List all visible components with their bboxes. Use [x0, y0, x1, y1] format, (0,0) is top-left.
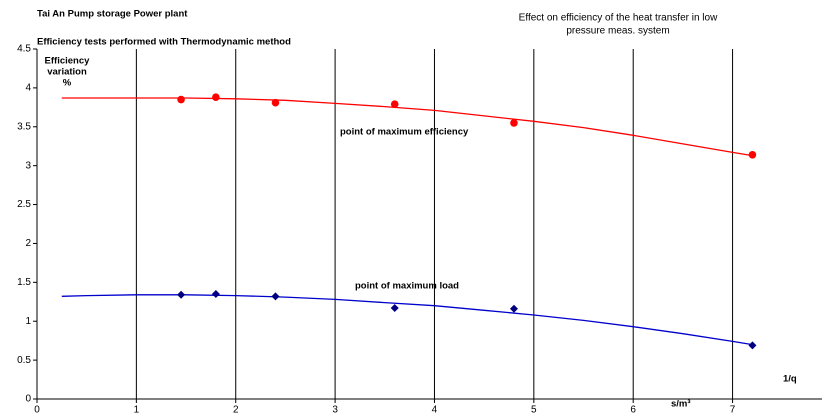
point [510, 119, 518, 127]
y-tick-label: 3.5 [17, 121, 31, 132]
x-tick-label: 3 [332, 405, 338, 416]
annotation: point of maximum load [355, 281, 459, 292]
point [748, 341, 757, 350]
right-title: pressure meas. system [566, 26, 669, 37]
y-tick-label: 2 [25, 238, 31, 249]
x-tick-label: 1 [134, 405, 140, 416]
y-tick-label: 1 [25, 316, 31, 327]
x-tick-label: 2 [233, 405, 239, 416]
annotation: point of maximum efficiency [340, 127, 469, 138]
y-label: % [63, 78, 72, 89]
x-label: 1/q [783, 374, 797, 385]
y-tick-label: 1.5 [17, 277, 31, 288]
chart-title: Tai An Pump storage Power plant [37, 9, 188, 20]
y-label: variation [47, 67, 87, 78]
y-tick-label: 0.5 [17, 355, 31, 366]
point [211, 290, 220, 298]
x-tick-label: 0 [34, 405, 40, 416]
y-label: Efficiency [45, 56, 91, 67]
x-tick-label: 7 [730, 405, 736, 416]
y-tick-label: 0 [25, 394, 31, 405]
trend-line [61, 294, 753, 346]
trend-line [61, 97, 753, 157]
point [177, 95, 185, 104]
y-tick-label: 2.5 [17, 199, 31, 210]
point [390, 304, 399, 312]
point [509, 304, 518, 313]
right-title: Effect on efficiency of the heat transfe… [519, 13, 718, 24]
x-tick-label: 5 [531, 405, 537, 416]
point [748, 150, 757, 159]
y-tick-label: 4 [25, 83, 31, 94]
chart-subtitle: Efficiency tests performed with Thermody… [37, 37, 291, 48]
point [177, 290, 186, 299]
x-tick-label: 4 [432, 405, 438, 416]
point [212, 93, 220, 102]
point [271, 292, 280, 301]
point [390, 100, 399, 109]
point [271, 98, 280, 107]
x-tick-label: 6 [630, 405, 636, 416]
y-tick-label: 3 [25, 160, 31, 171]
y-tick-label: 4.5 [17, 44, 31, 55]
x-unit: s/m³ [671, 399, 691, 410]
